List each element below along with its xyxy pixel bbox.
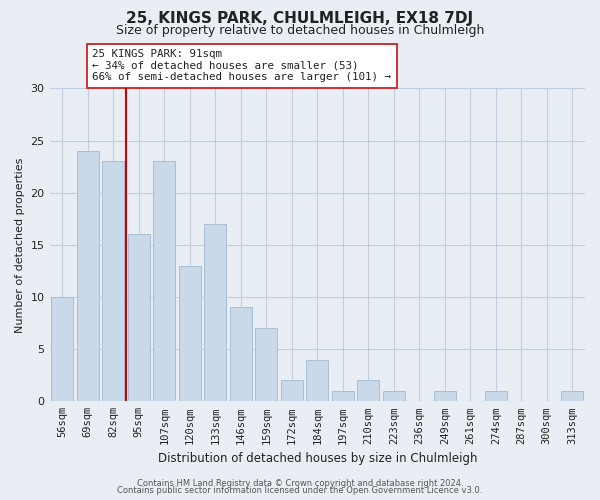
Text: Contains HM Land Registry data © Crown copyright and database right 2024.: Contains HM Land Registry data © Crown c… [137, 478, 463, 488]
Bar [154, 162, 175, 402]
Bar [77, 151, 98, 402]
Bar [332, 391, 353, 402]
Bar [230, 308, 251, 402]
Bar [179, 266, 200, 402]
Bar [562, 391, 583, 402]
Bar [52, 297, 73, 402]
Bar [205, 224, 226, 402]
Bar [128, 234, 149, 402]
Bar [434, 391, 455, 402]
Bar [358, 380, 379, 402]
X-axis label: Distribution of detached houses by size in Chulmleigh: Distribution of detached houses by size … [158, 452, 477, 465]
Text: Contains public sector information licensed under the Open Government Licence v3: Contains public sector information licen… [118, 486, 482, 495]
Bar [485, 391, 506, 402]
Y-axis label: Number of detached properties: Number of detached properties [15, 157, 25, 332]
Text: 25, KINGS PARK, CHULMLEIGH, EX18 7DJ: 25, KINGS PARK, CHULMLEIGH, EX18 7DJ [127, 11, 473, 26]
Bar [383, 391, 404, 402]
Bar [103, 162, 124, 402]
Bar [281, 380, 302, 402]
Bar [307, 360, 328, 402]
Text: Size of property relative to detached houses in Chulmleigh: Size of property relative to detached ho… [116, 24, 484, 37]
Text: 25 KINGS PARK: 91sqm
← 34% of detached houses are smaller (53)
66% of semi-detac: 25 KINGS PARK: 91sqm ← 34% of detached h… [92, 49, 391, 82]
Bar [256, 328, 277, 402]
